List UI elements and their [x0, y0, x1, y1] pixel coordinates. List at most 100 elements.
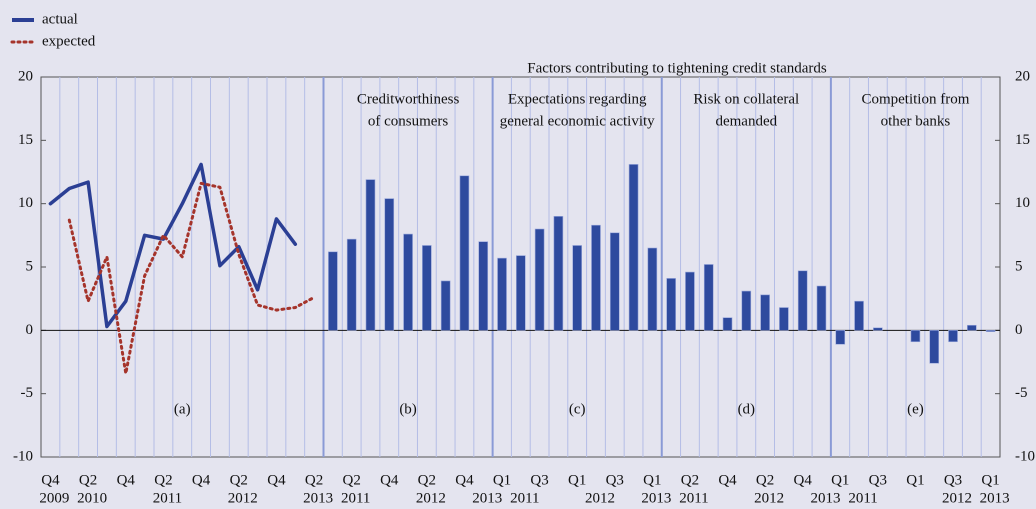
panel-label: (b)	[399, 401, 417, 417]
line-series	[48, 162, 298, 329]
y-tick-label: 10	[18, 195, 33, 211]
bar	[948, 330, 958, 343]
x-tick-label: Q4	[718, 472, 737, 488]
bar	[328, 251, 338, 331]
y2-tick-label: 5	[1015, 258, 1023, 274]
x-tick-label: Q1	[493, 472, 511, 488]
x-year-label: 2011	[341, 490, 370, 506]
x-tick-label: Q2	[756, 472, 774, 488]
x-year-label: 2012	[585, 490, 615, 506]
x-tick-label: Q4	[455, 472, 474, 488]
x-year-label: 2009	[39, 490, 69, 506]
bar	[854, 300, 864, 331]
x-tick-label: Q4	[192, 472, 211, 488]
bar	[797, 270, 808, 331]
bar	[497, 257, 507, 331]
panel-label: (e)	[907, 401, 924, 417]
x-year-label: 2012	[942, 490, 972, 506]
bar	[910, 330, 921, 343]
y2-tick-label: 0	[1015, 322, 1023, 338]
bar	[591, 224, 601, 331]
x-tick-label: Q2	[418, 472, 436, 488]
panel-title: Risk on collateral	[693, 91, 799, 107]
x-year-label: 2012	[754, 490, 784, 506]
bar	[647, 247, 658, 331]
bar	[478, 241, 489, 331]
x-year-label: 2013	[810, 490, 840, 506]
bar	[835, 330, 846, 345]
y2-tick-label: 10	[1015, 195, 1030, 211]
bar	[440, 280, 451, 331]
x-year-label: 2012	[228, 490, 258, 506]
bar	[722, 317, 733, 331]
x-tick-label: Q4	[380, 472, 399, 488]
panel-title: general economic activity	[500, 113, 655, 129]
bar	[741, 290, 752, 331]
panel-title: other banks	[881, 113, 951, 129]
line-series	[67, 181, 316, 375]
bar	[628, 164, 639, 331]
bar	[516, 255, 526, 331]
y-tick-label: -5	[21, 385, 34, 401]
x-tick-label: Q2	[230, 472, 248, 488]
x-year-label: 2012	[416, 490, 446, 506]
x-year-label: 2013	[472, 490, 502, 506]
x-year-label: 2011	[848, 490, 877, 506]
panel-label: (d)	[738, 401, 756, 417]
x-tick-label: Q1	[981, 472, 999, 488]
bar	[666, 278, 676, 331]
y-tick-label: -10	[13, 448, 33, 464]
x-tick-label: Q2	[343, 472, 361, 488]
bar	[346, 238, 357, 331]
bar	[873, 327, 883, 331]
x-year-label: 2013	[980, 490, 1010, 506]
x-tick-label: Q1	[568, 472, 586, 488]
x-year-label: 2013	[303, 490, 333, 506]
bar	[553, 216, 564, 331]
bar	[779, 307, 789, 331]
bar	[985, 330, 996, 332]
bar	[967, 324, 977, 331]
bar	[572, 245, 582, 331]
panel-label: (a)	[174, 401, 191, 417]
x-tick-label: Q4	[41, 472, 60, 488]
panel-title: Expectations regarding	[508, 91, 647, 107]
x-tick-label: Q2	[79, 472, 97, 488]
y2-tick-label: 15	[1015, 132, 1030, 148]
y-tick-label: 0	[26, 322, 34, 338]
bar	[459, 175, 470, 331]
panel-title: Creditworthiness	[357, 91, 460, 107]
bar	[422, 245, 432, 331]
x-year-label: 2011	[679, 490, 708, 506]
bar	[384, 198, 395, 331]
y-tick-label: 20	[18, 68, 33, 84]
x-year-label: 2010	[77, 490, 107, 506]
panel-title: of consumers	[368, 113, 449, 129]
y2-tick-label: 20	[1015, 68, 1030, 84]
x-tick-label: Q4	[794, 472, 813, 488]
panel-label: (c)	[569, 401, 586, 417]
x-tick-label: Q2	[154, 472, 172, 488]
x-tick-label: Q1	[906, 472, 924, 488]
legend-label: expected	[42, 33, 96, 49]
bar	[609, 232, 620, 331]
x-tick-label: Q3	[869, 472, 887, 488]
x-tick-label: Q2	[305, 472, 323, 488]
x-year-label: 2013	[641, 490, 671, 506]
x-year-label: 2011	[153, 490, 182, 506]
bar	[760, 294, 770, 331]
x-tick-label: Q1	[831, 472, 849, 488]
x-tick-label: Q2	[681, 472, 699, 488]
panel-title: demanded	[715, 113, 777, 129]
x-tick-label: Q3	[944, 472, 962, 488]
x-tick-label: Q3	[530, 472, 548, 488]
bar	[929, 330, 940, 364]
bar	[365, 179, 376, 331]
chart-title: Factors contributing to tightening credi…	[527, 60, 827, 76]
y2-tick-label: -5	[1015, 385, 1028, 401]
x-tick-label: Q3	[606, 472, 624, 488]
bar	[534, 228, 545, 331]
y-tick-label: 5	[26, 258, 34, 274]
bar	[403, 233, 413, 331]
y-tick-label: 15	[18, 132, 33, 148]
